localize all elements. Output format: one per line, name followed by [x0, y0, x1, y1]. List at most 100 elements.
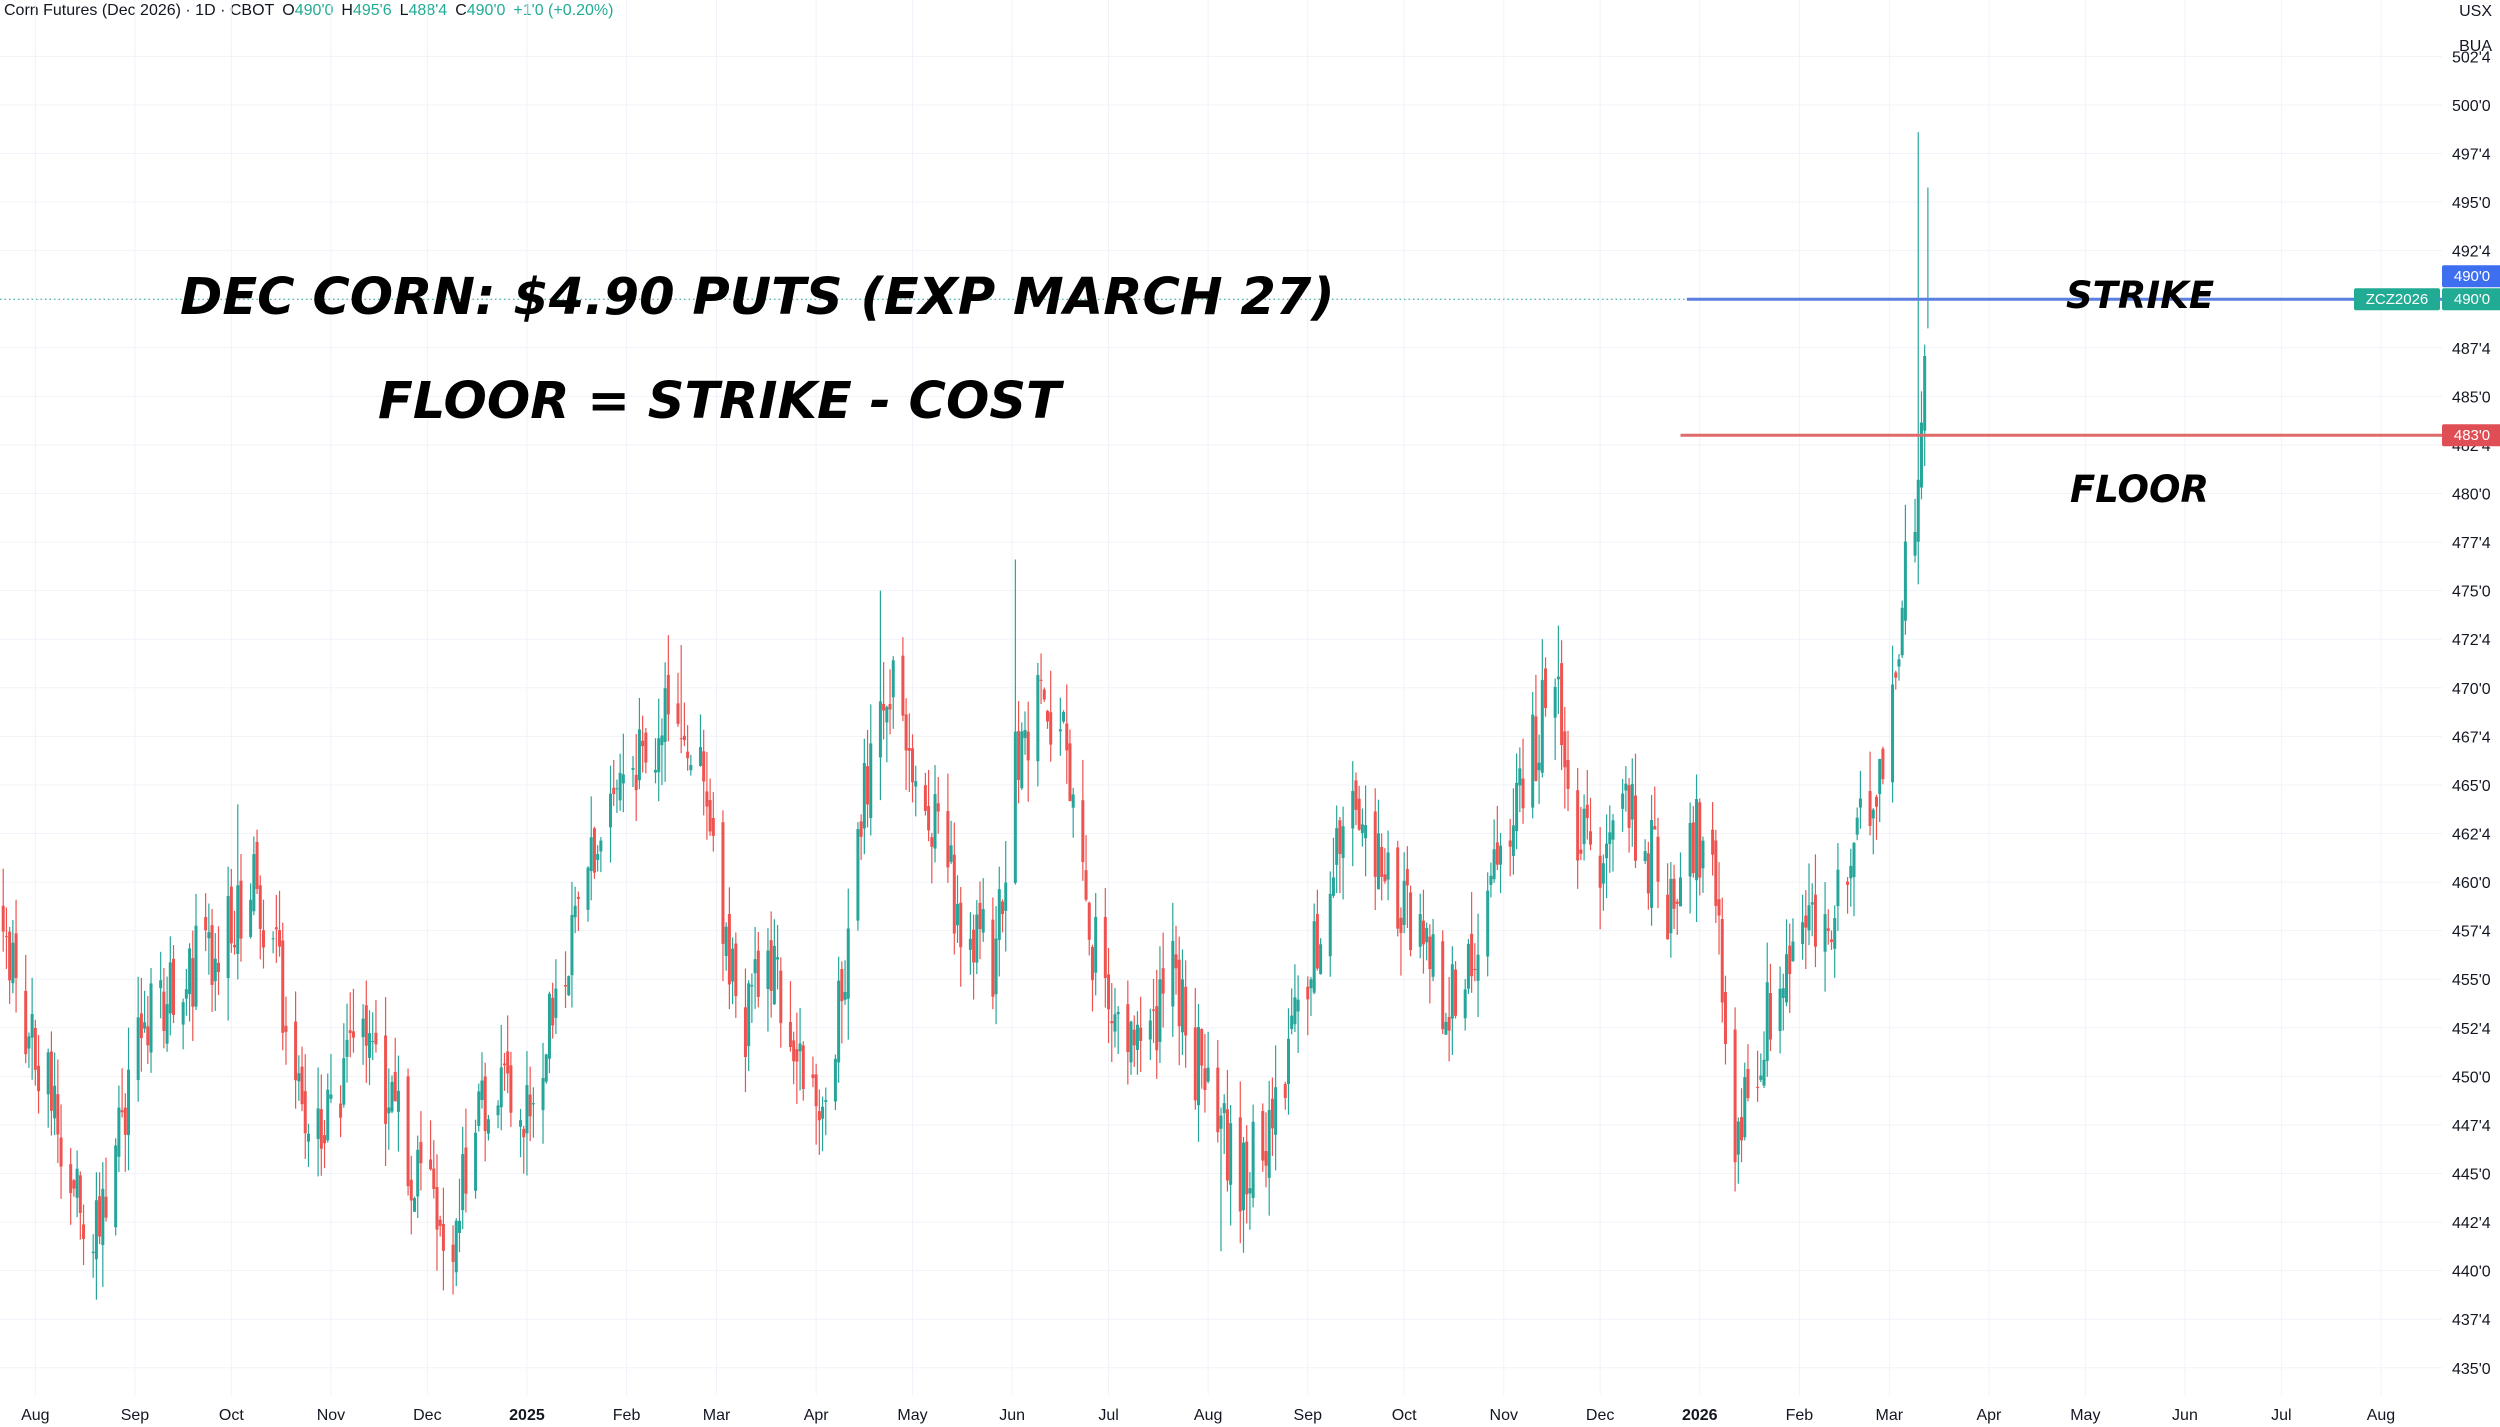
candle-body: [1444, 1021, 1448, 1035]
candle-body: [1001, 901, 1005, 915]
candle-body: [1222, 1103, 1226, 1114]
candle-body: [1736, 1121, 1740, 1155]
candle-body: [1830, 939, 1833, 942]
candle-body: [1717, 899, 1721, 916]
candle-body: [525, 1085, 529, 1134]
candle-body: [1152, 1009, 1156, 1011]
candle-body: [653, 769, 657, 773]
candle-body: [698, 747, 702, 766]
candle-body: [477, 1091, 481, 1126]
quantity-unit-label[interactable]: BUA: [2459, 38, 2492, 55]
x-tick-label: Nov: [1490, 1407, 1518, 1424]
candle-body: [1360, 824, 1364, 834]
candle-body: [4, 936, 8, 938]
candle-body: [204, 916, 208, 931]
candle-body: [53, 1085, 57, 1119]
y-tick-label: 475'0: [2452, 584, 2491, 601]
candle-body: [1081, 800, 1085, 863]
candle-body: [1383, 874, 1387, 882]
x-tick-label: Aug: [1194, 1407, 1222, 1424]
candle-body: [249, 899, 253, 937]
candle-body: [104, 1196, 108, 1218]
strike-price-tag: 490'0: [2454, 268, 2490, 285]
candle-body: [1740, 1117, 1744, 1141]
candle-body: [657, 738, 661, 773]
candle-body: [306, 1133, 310, 1142]
time-axis[interactable]: Aug Sep Oct Nov Dec 2025 Feb Mar Apr May Jun Jul Aug…: [21, 1407, 2395, 1424]
candle-body: [1852, 843, 1856, 878]
candle-body: [1283, 1084, 1287, 1099]
strike-price-tag-bg: [2442, 265, 2500, 288]
candle-body: [486, 1119, 490, 1134]
price-axis[interactable]: 502'4 500'0 497'4 495'0 492'4 490'0 487'4 485'0…: [2452, 49, 2491, 1377]
candle-body: [885, 706, 889, 723]
candle-body: [474, 1132, 478, 1191]
candle-body: [226, 896, 230, 979]
candle-body: [1891, 684, 1895, 783]
open-value: 490'0: [294, 2, 334, 19]
candle-body: [49, 1051, 53, 1111]
candle-body: [8, 931, 12, 981]
candle-body: [541, 1077, 545, 1111]
candle-body: [435, 1187, 439, 1230]
x-tick-label: Jun: [999, 1407, 1025, 1424]
candle-body: [949, 845, 953, 862]
candle-body: [1004, 882, 1008, 911]
candle-body: [1492, 849, 1496, 880]
y-tick-label: 452'4: [2452, 1021, 2491, 1038]
candle-body: [351, 1031, 355, 1038]
candle-body: [1544, 668, 1548, 708]
candle-body: [82, 1224, 86, 1239]
candle-body: [1261, 1111, 1265, 1161]
candle-body: [1241, 1142, 1245, 1211]
candle-body: [1810, 902, 1814, 905]
candle-body: [348, 1030, 352, 1034]
candle-body: [1765, 982, 1769, 1061]
candle-body: [1203, 1068, 1207, 1091]
candle-body: [216, 962, 220, 973]
candle-body: [1171, 940, 1175, 1007]
y-tick-label: 502'4: [2452, 49, 2491, 66]
candle-body: [261, 930, 265, 948]
candle-body: [1319, 944, 1323, 975]
candle-body: [1450, 964, 1454, 1019]
candle-body: [319, 1109, 323, 1149]
y-tick-label: 497'4: [2452, 146, 2491, 163]
candle-body: [618, 772, 622, 801]
x-tick-label: Dec: [413, 1407, 441, 1424]
candle-body: [323, 1135, 327, 1144]
candle-body: [576, 896, 580, 899]
candle-body: [1380, 847, 1384, 877]
candle-body: [316, 1108, 320, 1139]
y-tick-label: 450'0: [2452, 1069, 2491, 1086]
candle-body: [91, 1251, 95, 1254]
candle-body: [837, 980, 841, 1063]
change-value: +1'0 (+0.20%): [513, 2, 614, 19]
candle-body: [891, 660, 895, 698]
candle-body: [1518, 768, 1522, 786]
candle-body: [904, 714, 908, 751]
candle-body: [779, 970, 783, 1024]
candle-body: [1139, 1027, 1143, 1041]
candle-body: [991, 919, 995, 997]
candle-body: [882, 703, 886, 711]
candle-body: [188, 948, 192, 995]
chart-legend: Corn Futures (Dec 2026) · 1D · CBOT O490'…: [4, 2, 613, 20]
candle-body: [1495, 842, 1499, 865]
low-label: L: [399, 2, 409, 19]
candle-body: [1785, 954, 1789, 1003]
candle-body: [1103, 916, 1107, 979]
candle-body: [859, 821, 863, 837]
candle-body: [573, 905, 577, 918]
candle-body: [454, 1220, 458, 1273]
x-tick-label: May: [897, 1407, 927, 1424]
candle-body: [792, 1040, 796, 1062]
last-price-tag-bg: [2442, 288, 2500, 311]
candle-body: [795, 1049, 799, 1062]
candle-body: [734, 943, 738, 997]
candle-body: [345, 1039, 349, 1057]
candle-body: [114, 1145, 118, 1228]
currency-unit-label[interactable]: USX: [2459, 3, 2492, 20]
candle-body: [1094, 916, 1098, 973]
